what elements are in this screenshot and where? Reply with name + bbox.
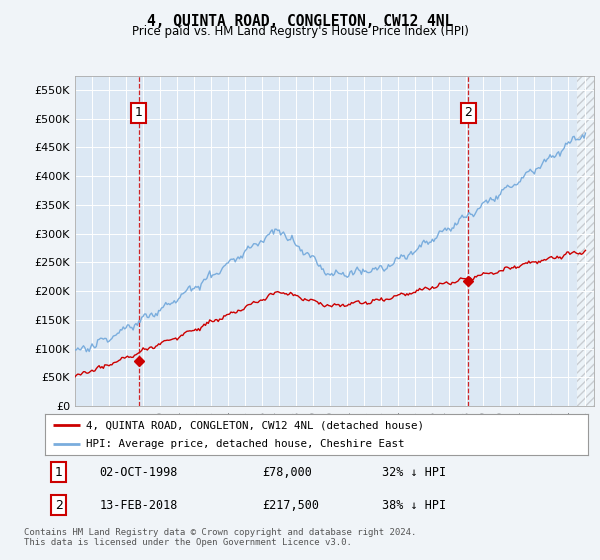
Text: 1: 1: [135, 106, 143, 119]
Text: 1: 1: [55, 465, 62, 479]
Text: 4, QUINTA ROAD, CONGLETON, CW12 4NL: 4, QUINTA ROAD, CONGLETON, CW12 4NL: [147, 14, 453, 29]
Text: 2: 2: [55, 498, 62, 512]
Text: Price paid vs. HM Land Registry's House Price Index (HPI): Price paid vs. HM Land Registry's House …: [131, 25, 469, 38]
Text: Contains HM Land Registry data © Crown copyright and database right 2024.
This d: Contains HM Land Registry data © Crown c…: [24, 528, 416, 547]
Text: 32% ↓ HPI: 32% ↓ HPI: [382, 465, 446, 479]
Text: HPI: Average price, detached house, Cheshire East: HPI: Average price, detached house, Ches…: [86, 439, 404, 449]
Text: 13-FEB-2018: 13-FEB-2018: [100, 498, 178, 512]
Text: 02-OCT-1998: 02-OCT-1998: [100, 465, 178, 479]
Text: 4, QUINTA ROAD, CONGLETON, CW12 4NL (detached house): 4, QUINTA ROAD, CONGLETON, CW12 4NL (det…: [86, 421, 424, 430]
Text: 2: 2: [464, 106, 472, 119]
Text: £78,000: £78,000: [262, 465, 312, 479]
Text: £217,500: £217,500: [262, 498, 319, 512]
Text: 38% ↓ HPI: 38% ↓ HPI: [382, 498, 446, 512]
